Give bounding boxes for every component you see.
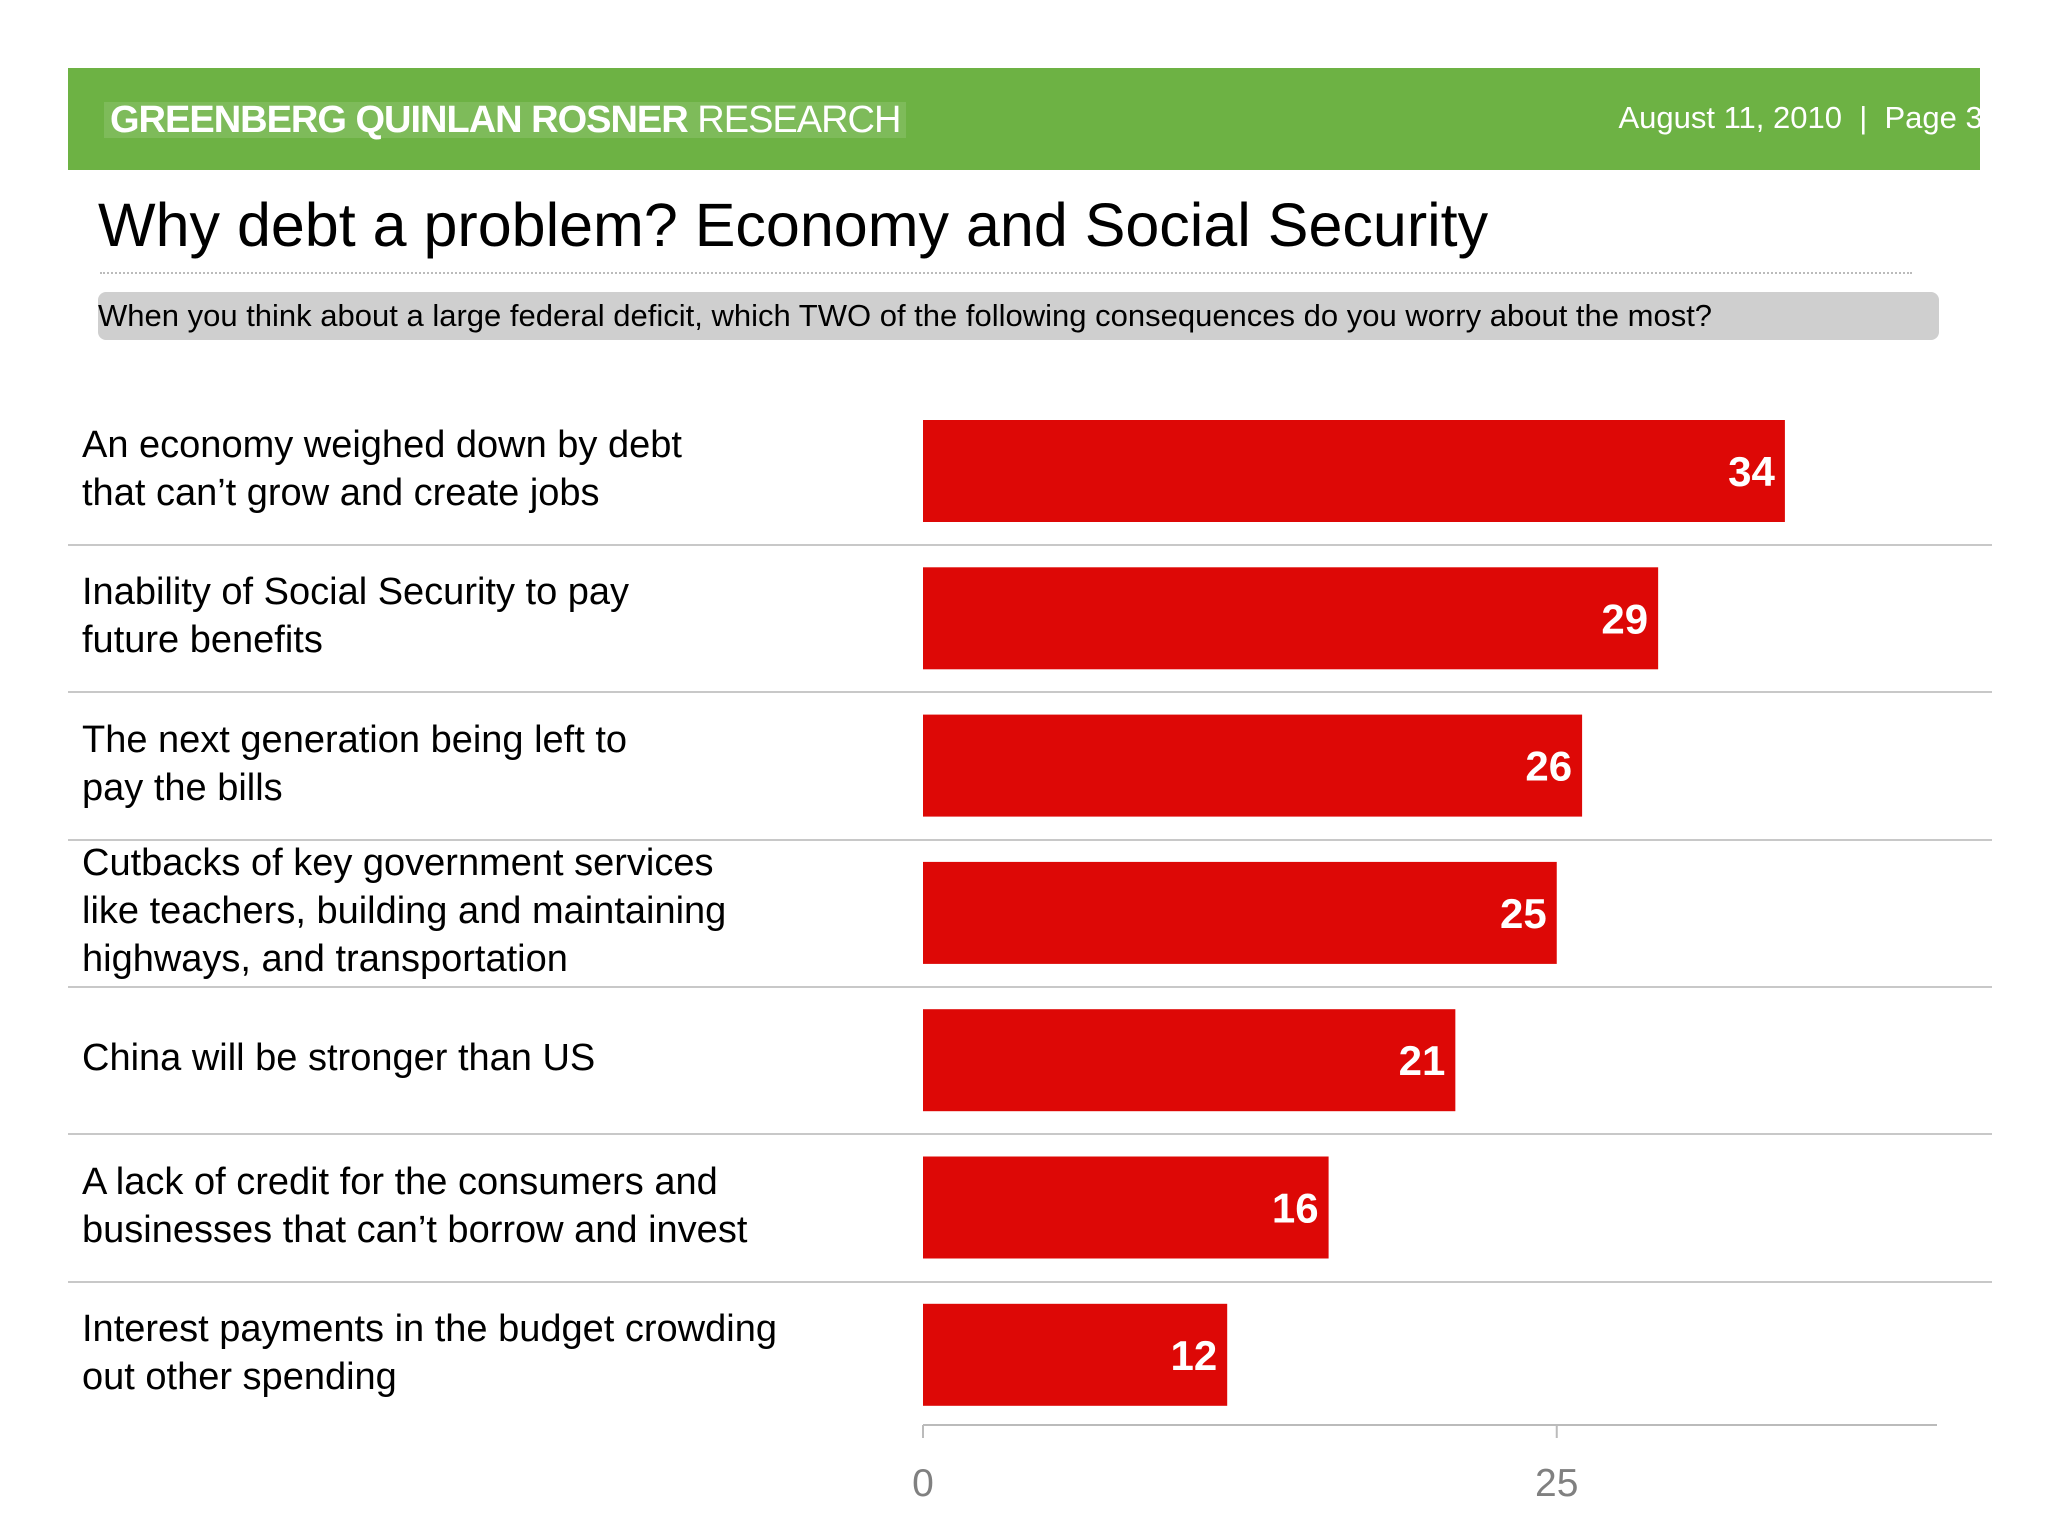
data-label: 12 (1170, 1332, 1217, 1379)
x-tick-label: 25 (1535, 1462, 1578, 1505)
title-divider (100, 272, 1912, 274)
data-label: 29 (1601, 595, 1648, 642)
category-label: A lack of credit for the consumers and b… (82, 1160, 748, 1251)
row-separator (68, 691, 1992, 694)
data-label: 21 (1399, 1037, 1446, 1084)
category-label: Inability of Social Security to pay futu… (82, 571, 630, 662)
data-label: 25 (1500, 890, 1547, 937)
row-separator (68, 544, 1992, 546)
date: August 11, 2010 (1618, 100, 1842, 135)
logo-bold: GREENBERG QUINLAN ROSNER (110, 99, 689, 141)
row-separator (68, 985, 1992, 988)
data-label: 26 (1525, 743, 1572, 790)
bar (923, 567, 1659, 670)
bar (923, 1303, 1228, 1406)
header-meta: August 11, 2010 | Page 32 (1618, 100, 2000, 136)
bar (923, 420, 1785, 522)
bar (923, 1009, 1456, 1112)
row-separator (68, 1133, 1992, 1136)
row-separator (68, 1280, 1992, 1283)
data-label: 16 (1272, 1185, 1319, 1232)
bar (923, 861, 1557, 964)
bar (923, 714, 1583, 817)
logo: GREENBERG QUINLAN ROSNER RESEARCH (104, 99, 907, 141)
meta-separator: | (1859, 100, 1868, 135)
category-label: Interest payments in the budget crowding… (82, 1307, 777, 1398)
category-label: An economy weighed down by debt that can… (82, 424, 682, 514)
header-bar: GREENBERG QUINLAN ROSNER RESEARCH August… (68, 68, 2000, 170)
category-label: The next generation being left to pay th… (82, 718, 628, 809)
question-box: When you think about a large federal def… (98, 292, 1939, 340)
bar (923, 1156, 1329, 1259)
page-title: Why debt a problem? Economy and Social S… (98, 191, 1489, 259)
row-separator (68, 838, 1992, 841)
category-label: Cutbacks of key government services like… (82, 841, 727, 980)
x-tick-label: 0 (912, 1462, 934, 1505)
logo-light: RESEARCH (697, 99, 901, 141)
data-label: 34 (1728, 448, 1775, 495)
category-label: China will be stronger than US (82, 1037, 596, 1080)
page-number: Page 32 (1884, 100, 2001, 135)
